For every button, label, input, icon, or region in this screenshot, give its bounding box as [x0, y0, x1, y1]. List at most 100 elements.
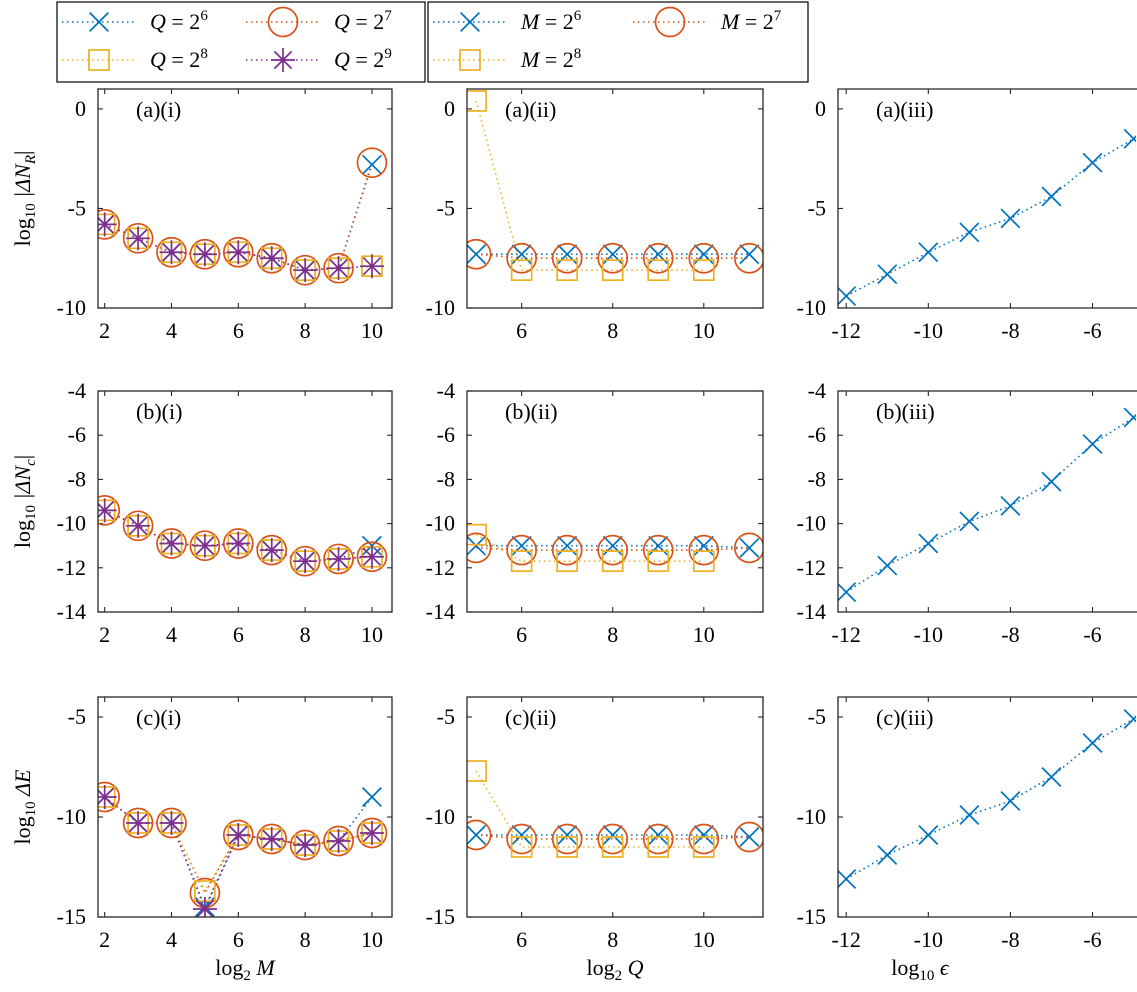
legend-marker [460, 12, 480, 32]
legend-box [56, 1, 426, 83]
data-point [510, 836, 533, 858]
label-part: M [251, 955, 277, 980]
panel-aiii: -12 -10 -8 -6-10-50 (a)(iii) [797, 88, 1137, 343]
axes-frame [837, 696, 1137, 918]
y-tick-label: -5 [437, 704, 455, 729]
data-point [189, 530, 221, 562]
data-point [156, 807, 187, 839]
data-point [326, 256, 351, 281]
data-point [467, 819, 492, 851]
legend-sup: 7 [384, 8, 392, 24]
panel-title: (a)(iii) [876, 97, 933, 122]
y-tick-label: -15 [797, 904, 826, 929]
legend-eq: = 2 [539, 47, 573, 72]
x-tick-label: -6 [1083, 622, 1101, 647]
x-tick-label: -10 [914, 927, 943, 952]
y-tick-label: -10 [57, 511, 86, 536]
legend-var: Q [150, 9, 166, 34]
y-tick-label: -10 [426, 804, 455, 829]
legend-marker [88, 49, 110, 71]
legend-var: M [520, 47, 541, 72]
x-tick-label: 4 [166, 318, 177, 343]
data-point [256, 534, 288, 566]
y-tick-label: -15 [426, 904, 455, 929]
x-axis-label: log2 M [215, 955, 276, 984]
label-part: log [891, 955, 919, 980]
data-point [1123, 128, 1136, 149]
data-point [156, 236, 187, 268]
x-tick-label: -10 [914, 622, 943, 647]
y-tick-label: -10 [426, 511, 455, 536]
data-point [557, 825, 578, 845]
data-point [692, 550, 715, 573]
data-point [642, 823, 674, 855]
x-tick-label: 8 [607, 927, 618, 952]
data-point [688, 242, 720, 274]
series-group [467, 90, 763, 282]
data-point [289, 829, 321, 861]
data-point [467, 532, 492, 564]
data-point [323, 825, 354, 857]
y-tick-label: -5 [808, 704, 826, 729]
legend-label: Q = 29 [334, 46, 392, 72]
y-tick-label: -6 [68, 422, 86, 447]
data-point [122, 807, 154, 839]
y-tick-label: -6 [808, 422, 826, 447]
label-subscript: 10 [919, 968, 934, 984]
legend-eq: = 2 [739, 9, 773, 34]
y-tick-label: -10 [426, 295, 455, 320]
data-point [642, 534, 674, 566]
data-point [356, 541, 388, 573]
data-point [601, 259, 624, 282]
data-point [323, 252, 354, 284]
legend-sup: 8 [574, 46, 582, 62]
data-point [98, 498, 117, 523]
x-tick-label: 8 [300, 318, 311, 343]
data-point [222, 819, 254, 851]
data-point [877, 264, 898, 285]
x-tick-label: -8 [1001, 927, 1019, 952]
panel-title: (c)(ii) [505, 705, 556, 730]
panel-ci: 2 4 6 8 10 -15 -10 -5 (c)(i) [57, 696, 393, 952]
x-tick-label: 10 [693, 622, 715, 647]
data-point [597, 242, 629, 274]
x-tick-label: -12 [832, 318, 861, 343]
data-point [511, 825, 532, 845]
x-tick-label: 6 [233, 318, 244, 343]
panel-biii: -12 -10 -8 -6-14-12-10-8-6-4(b)(iii) [797, 378, 1137, 647]
data-point [1082, 733, 1103, 753]
label-part: log [215, 955, 243, 980]
axes-frame [97, 390, 393, 613]
x-axis-label: log2 Q [586, 955, 643, 984]
axes-frame [97, 88, 393, 309]
data-point [356, 147, 388, 179]
data-point [642, 242, 674, 274]
data-point [692, 836, 715, 858]
x-tick-label: 6 [233, 927, 244, 952]
y-tick-label: 0 [75, 96, 86, 121]
x-tick-label: 8 [607, 318, 618, 343]
data-point [877, 845, 898, 865]
data-point [359, 821, 384, 845]
data-point [877, 555, 898, 576]
label-subscript: 2 [615, 968, 623, 984]
x-tick-label: 2 [99, 622, 110, 647]
x-tick-label: 6 [516, 318, 527, 343]
data-point [918, 242, 939, 263]
data-point [556, 259, 579, 282]
data-point [126, 811, 151, 835]
legend-2: M = 26 M = 27M = 28 [427, 1, 809, 83]
label-part: log [586, 955, 614, 980]
data-point [293, 258, 318, 283]
data-point [602, 825, 623, 845]
data-point [98, 494, 121, 526]
x-tick-label: -12 [832, 622, 861, 647]
panel-cii: 6 8 10 -15 -10 -5 (c)(ii) [426, 696, 764, 952]
data-point [1082, 152, 1103, 173]
series-group [838, 128, 1136, 307]
data-point [838, 286, 857, 307]
data-point [467, 535, 487, 556]
data-point [256, 823, 288, 855]
data-point [739, 827, 760, 847]
